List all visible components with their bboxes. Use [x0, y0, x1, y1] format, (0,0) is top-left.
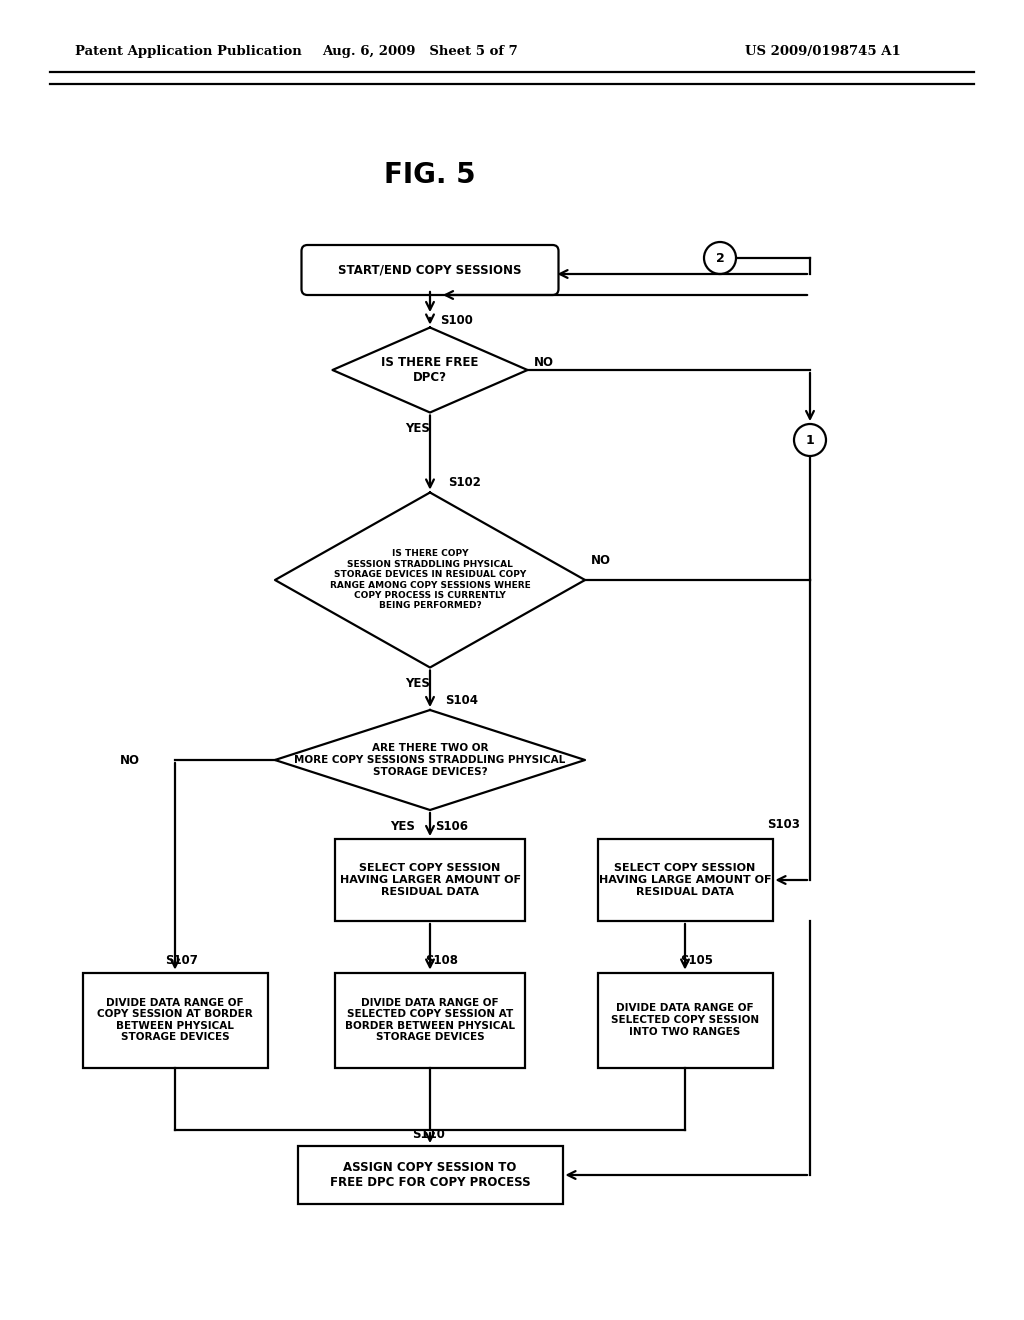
Bar — [335, 840, 525, 921]
FancyBboxPatch shape — [301, 246, 558, 294]
Text: YES: YES — [390, 820, 415, 833]
Text: YES: YES — [406, 422, 430, 436]
Text: S110: S110 — [412, 1127, 444, 1140]
Text: S100: S100 — [440, 314, 473, 326]
Text: ARE THERE TWO OR
MORE COPY SESSIONS STRADDLING PHYSICAL
STORAGE DEVICES?: ARE THERE TWO OR MORE COPY SESSIONS STRA… — [294, 743, 565, 776]
Text: S108: S108 — [425, 954, 458, 968]
Text: S102: S102 — [449, 475, 481, 488]
Bar — [335, 973, 525, 1068]
Polygon shape — [275, 710, 585, 810]
Text: IS THERE FREE
DPC?: IS THERE FREE DPC? — [381, 356, 478, 384]
Text: IS THERE COPY
SESSION STRADDLING PHYSICAL
STORAGE DEVICES IN RESIDUAL COPY
RANGE: IS THERE COPY SESSION STRADDLING PHYSICA… — [330, 549, 530, 610]
Circle shape — [794, 424, 826, 455]
Text: NO: NO — [120, 754, 140, 767]
Text: Aug. 6, 2009   Sheet 5 of 7: Aug. 6, 2009 Sheet 5 of 7 — [323, 45, 518, 58]
Text: Patent Application Publication: Patent Application Publication — [75, 45, 302, 58]
Text: S107: S107 — [165, 954, 198, 968]
Text: DIVIDE DATA RANGE OF
SELECTED COPY SESSION AT
BORDER BETWEEN PHYSICAL
STORAGE DE: DIVIDE DATA RANGE OF SELECTED COPY SESSI… — [345, 998, 515, 1043]
Text: SELECT COPY SESSION
HAVING LARGE AMOUNT OF
RESIDUAL DATA: SELECT COPY SESSION HAVING LARGE AMOUNT … — [599, 863, 771, 896]
Polygon shape — [275, 492, 585, 668]
Text: NO: NO — [534, 355, 554, 368]
Bar — [83, 973, 267, 1068]
Polygon shape — [333, 327, 527, 412]
Text: DIVIDE DATA RANGE OF
COPY SESSION AT BORDER
BETWEEN PHYSICAL
STORAGE DEVICES: DIVIDE DATA RANGE OF COPY SESSION AT BOR… — [97, 998, 253, 1043]
Text: S105: S105 — [680, 954, 713, 968]
Text: DIVIDE DATA RANGE OF
SELECTED COPY SESSION
INTO TWO RANGES: DIVIDE DATA RANGE OF SELECTED COPY SESSI… — [611, 1003, 759, 1036]
Text: SELECT COPY SESSION
HAVING LARGER AMOUNT OF
RESIDUAL DATA: SELECT COPY SESSION HAVING LARGER AMOUNT… — [340, 863, 520, 896]
Text: START/END COPY SESSIONS: START/END COPY SESSIONS — [338, 264, 522, 276]
Text: YES: YES — [406, 677, 430, 690]
Text: FIG. 5: FIG. 5 — [384, 161, 476, 189]
Circle shape — [705, 242, 736, 275]
Bar — [298, 1146, 562, 1204]
Text: 1: 1 — [806, 433, 814, 446]
Text: S106: S106 — [435, 820, 468, 833]
Text: US 2009/0198745 A1: US 2009/0198745 A1 — [745, 45, 901, 58]
Text: NO: NO — [591, 553, 611, 566]
Text: 2: 2 — [716, 252, 724, 264]
Text: ASSIGN COPY SESSION TO
FREE DPC FOR COPY PROCESS: ASSIGN COPY SESSION TO FREE DPC FOR COPY… — [330, 1162, 530, 1189]
Bar — [597, 840, 772, 921]
Bar — [597, 973, 772, 1068]
Text: S103: S103 — [768, 818, 801, 832]
Text: S104: S104 — [445, 693, 478, 706]
